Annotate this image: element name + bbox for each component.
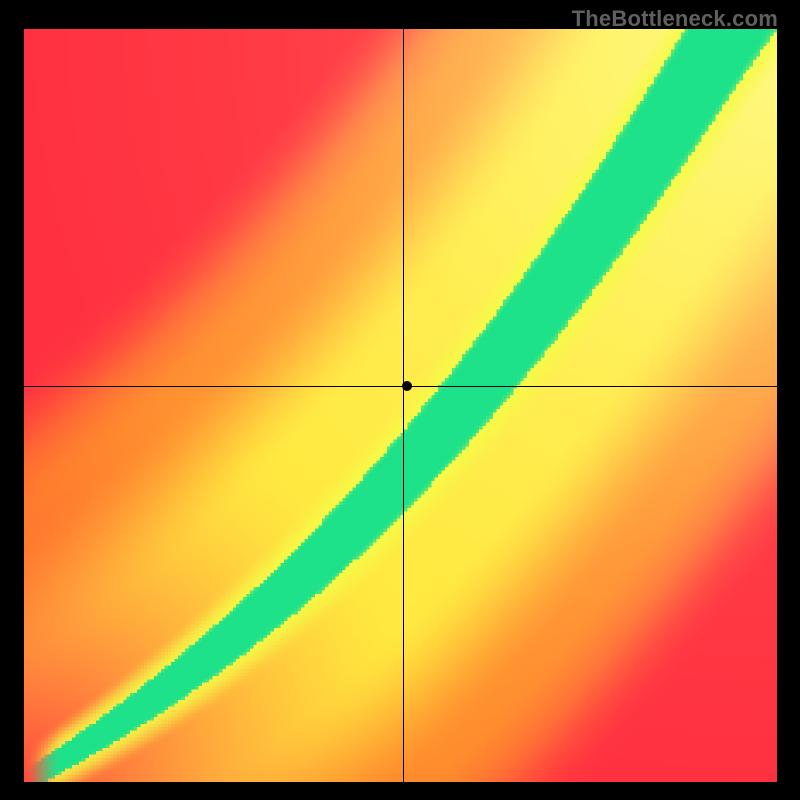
heatmap-canvas (24, 29, 777, 782)
watermark-text: TheBottleneck.com (572, 6, 778, 32)
crosshair-horizontal (24, 386, 777, 387)
plot-area (24, 29, 777, 782)
crosshair-vertical (403, 29, 404, 782)
crosshair-marker-dot (402, 381, 412, 391)
chart-container: TheBottleneck.com (0, 0, 800, 800)
